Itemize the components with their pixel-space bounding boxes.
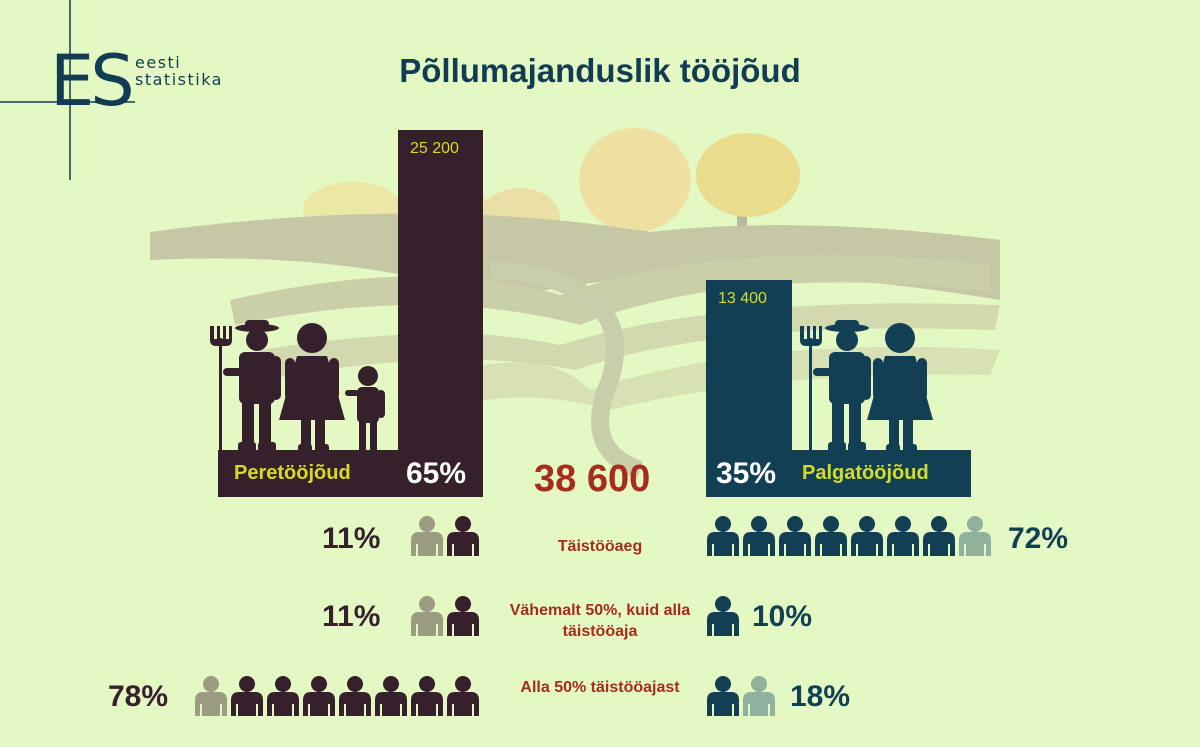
row-1-family-percent: 11% xyxy=(322,522,381,555)
family-person-icon xyxy=(267,676,299,716)
logo-line-2: statistika xyxy=(135,70,223,89)
logo-line-1: eesti xyxy=(135,53,182,72)
family-person-icon xyxy=(411,596,443,636)
hired-label: Palgatööjõud xyxy=(802,462,929,484)
hired-person-icon xyxy=(851,516,883,556)
hired-base xyxy=(706,450,971,497)
row-1-category: Täistööaeg xyxy=(557,538,643,555)
family-person-icon xyxy=(411,516,443,556)
family-bar xyxy=(398,130,483,450)
total-value: 38 600 xyxy=(534,458,651,500)
family-person-icon xyxy=(411,676,443,716)
row-2-category: Vähemalt 50%, kuid alla täistööaja xyxy=(509,602,691,640)
row-3-family-percent: 78% xyxy=(108,680,169,713)
hired-person-icon xyxy=(707,516,739,556)
family-bar-value: 25 200 xyxy=(410,140,459,157)
family-person-icon xyxy=(447,676,479,716)
family-figures-icon xyxy=(210,320,385,453)
row-2-hired-percent: 10% xyxy=(752,600,813,633)
hired-bar xyxy=(706,279,792,450)
field-curve xyxy=(489,261,644,479)
row-1-hired-percent: 72% xyxy=(1008,522,1069,555)
row-3-category: Alla 50% täistööajast xyxy=(520,679,680,696)
hired-person-icon xyxy=(815,516,847,556)
hired-person-icon xyxy=(779,516,811,556)
page-title: Põllumajanduslik tööjõud xyxy=(399,52,801,89)
hill-stripe-1 xyxy=(230,255,990,325)
family-person-icon xyxy=(303,676,335,716)
hired-percent: 35% xyxy=(716,457,777,490)
hired-figures-icon xyxy=(800,320,933,453)
family-person-icon xyxy=(447,596,479,636)
family-percent: 65% xyxy=(406,457,467,490)
hired-person-icon xyxy=(743,516,775,556)
row-3-hired-percent: 18% xyxy=(790,680,851,713)
hill-back xyxy=(150,213,1000,300)
tree-right xyxy=(696,133,800,245)
family-base xyxy=(218,450,483,497)
family-person-icon xyxy=(231,676,263,716)
hill-stripe-2 xyxy=(260,303,1000,380)
logo-wordmark: eesti statistika xyxy=(135,54,223,88)
family-label: Peretööjõud xyxy=(234,462,351,484)
logo-mark-text: ES xyxy=(50,40,135,122)
hired-person-icon xyxy=(959,516,991,556)
hired-person-icon xyxy=(707,596,739,636)
family-person-icon xyxy=(195,676,227,716)
hired-person-icon xyxy=(887,516,919,556)
family-person-icon xyxy=(447,516,479,556)
hired-person-icon xyxy=(743,676,775,716)
hired-person-icon xyxy=(707,676,739,716)
row-2-family-percent: 11% xyxy=(322,600,381,633)
hired-person-icon xyxy=(923,516,955,556)
family-person-icon xyxy=(339,676,371,716)
family-person-icon xyxy=(375,676,407,716)
hired-bar-value: 13 400 xyxy=(718,289,767,307)
logo-crosshair xyxy=(0,0,135,180)
